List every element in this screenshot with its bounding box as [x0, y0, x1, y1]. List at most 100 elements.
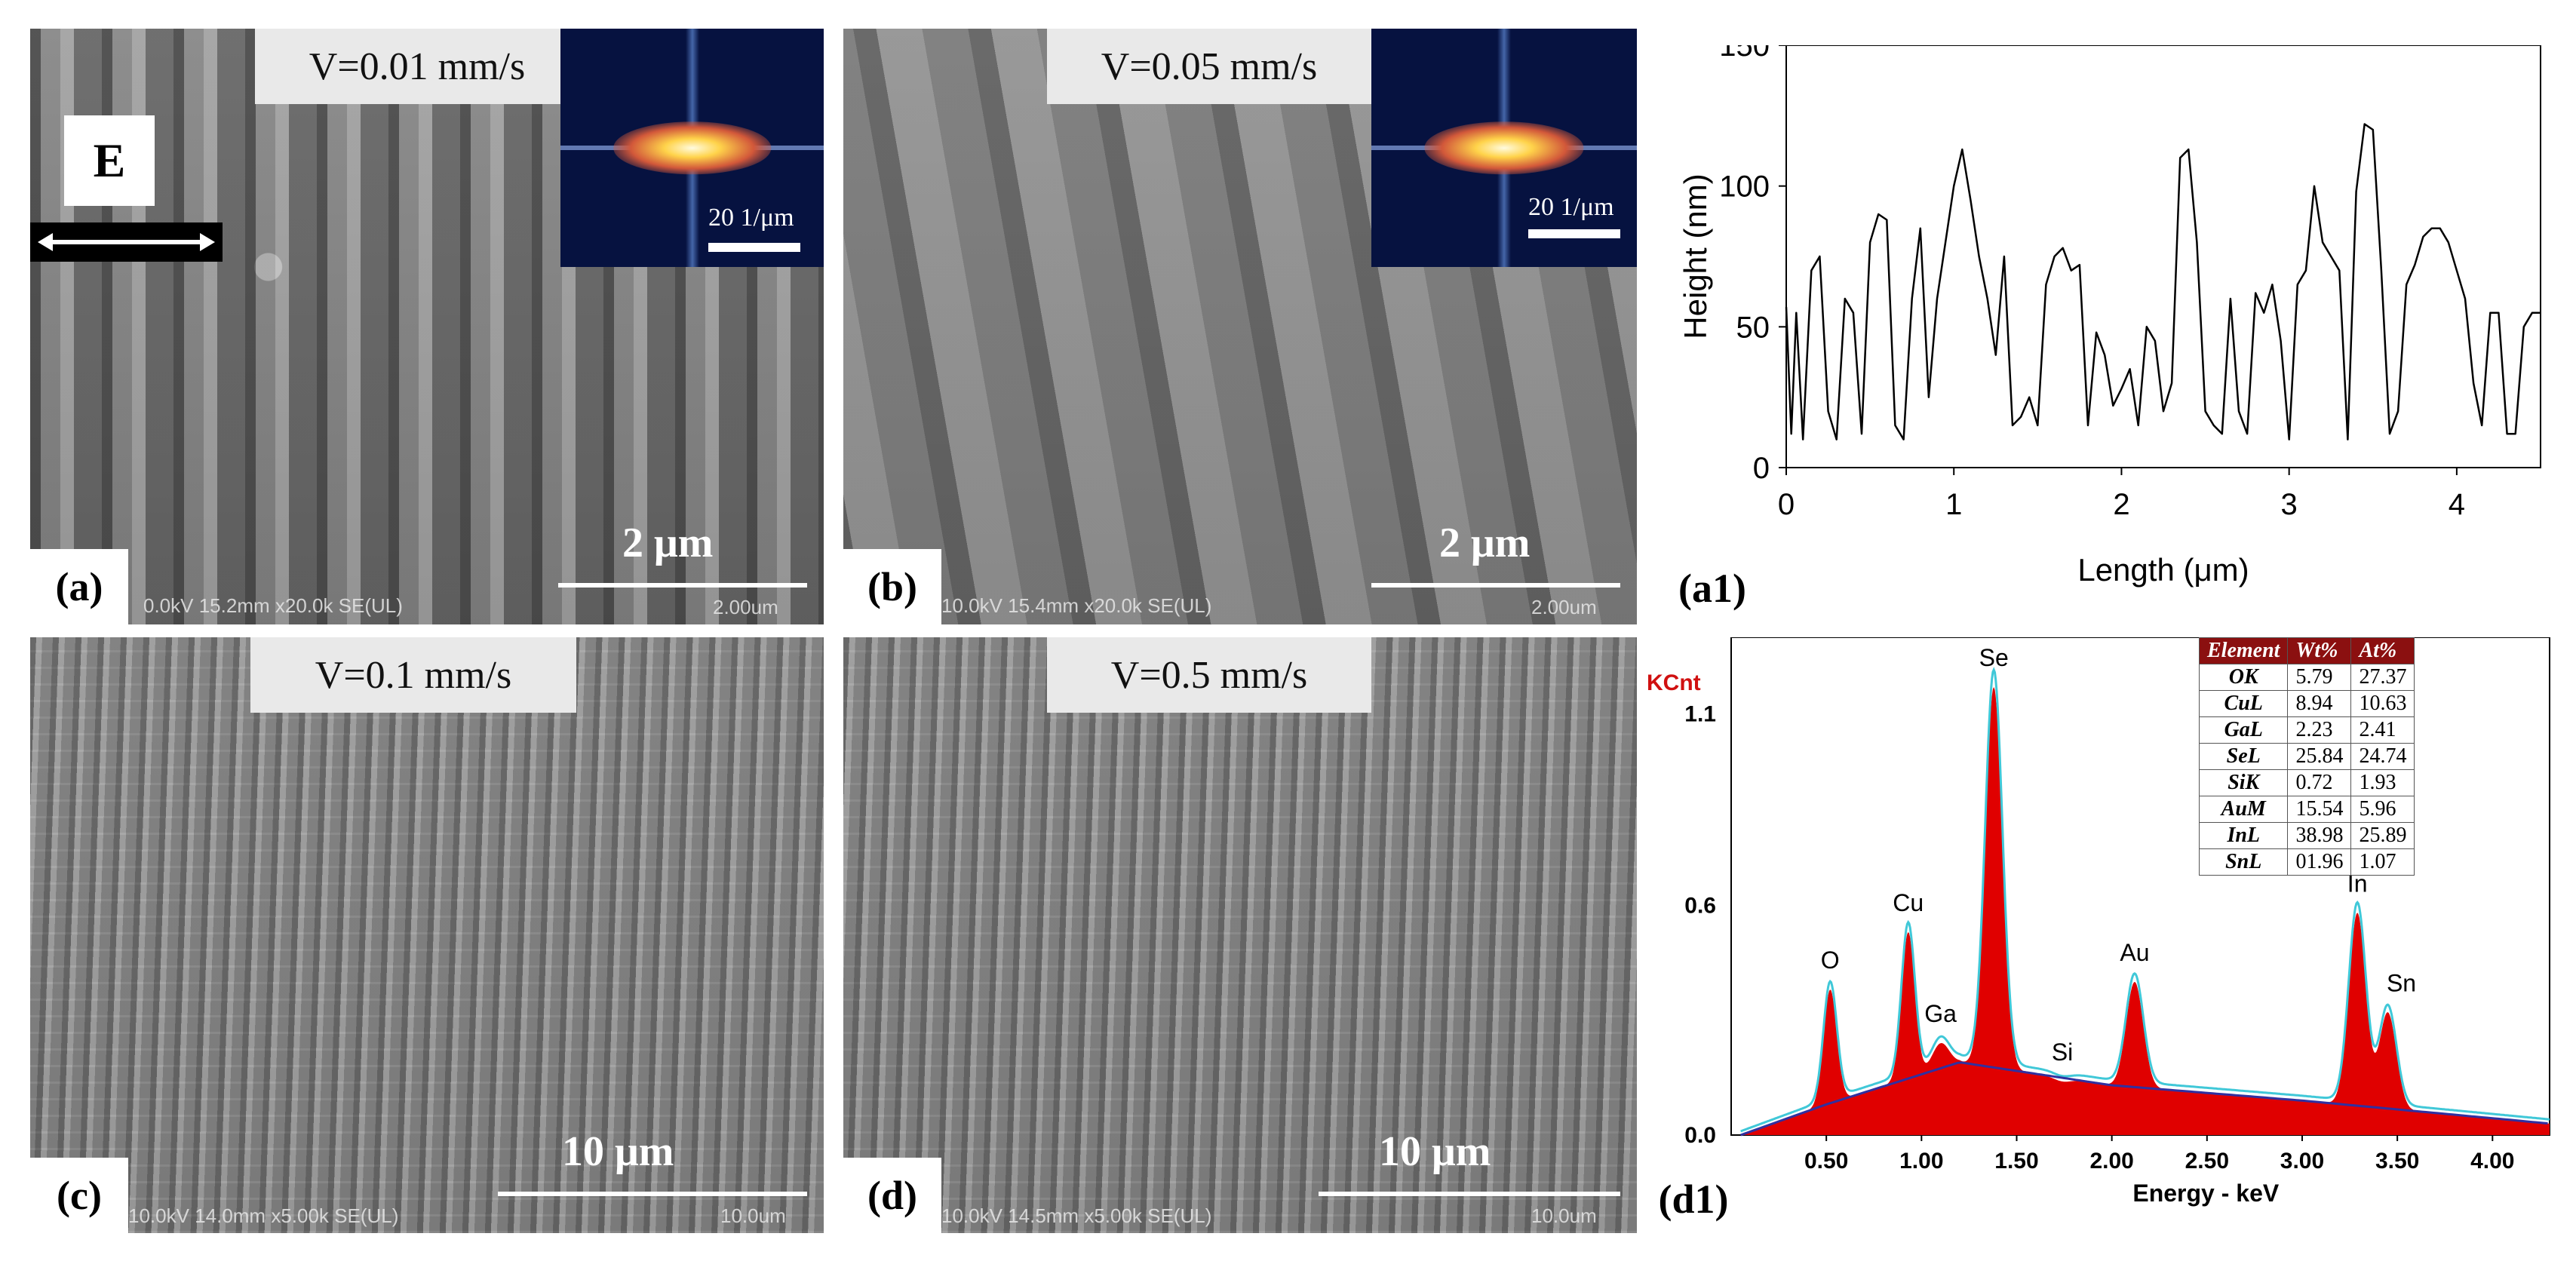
eds-header-at: At%: [2350, 637, 2415, 664]
eds-x-axis-title: Energy - keV: [2132, 1180, 2280, 1207]
velocity-label-c: V=0.1 mm/s: [250, 637, 576, 713]
table-row: SnL 01.96 1.07: [2198, 848, 2415, 876]
fft-scale-text-a: 20 1/μm: [708, 204, 794, 232]
fft-scale-text-b: 20 1/μm: [1528, 193, 1614, 221]
sem-info-d: 10.0kV 14.5mm x5.00k SE(UL): [941, 1204, 1212, 1227]
eds-at-cell: 10.63: [2350, 690, 2415, 717]
eds-element-cell: CuL: [2198, 690, 2289, 717]
eds-element-cell: SeL: [2198, 743, 2289, 770]
x-axis-title: Length (μm): [2077, 552, 2249, 588]
velocity-label-a: V=0.01 mm/s: [255, 29, 579, 104]
eds-element-cell: InL: [2198, 822, 2289, 849]
eds-at-cell: 2.41: [2350, 716, 2415, 744]
y-tick-label: 150: [1719, 45, 1770, 63]
sem-image-a: V=0.01 mm/s E 20 1/μm (a) 0.0kV 15.2mm x…: [30, 29, 824, 624]
eds-header-element: Element: [2198, 637, 2289, 664]
eds-at-cell: 27.37: [2350, 664, 2415, 691]
eds-wt-cell: 38.98: [2287, 822, 2352, 849]
table-row: InL 38.98 25.89: [2198, 822, 2415, 849]
velocity-label-b: V=0.05 mm/s: [1047, 29, 1371, 104]
table-row: SiK 0.72 1.93: [2198, 769, 2415, 796]
eds-wt-cell: 5.79: [2287, 664, 2352, 691]
direction-box-a: E: [30, 115, 223, 274]
table-row: CuL 8.94 10.63: [2198, 690, 2415, 717]
sem-info-scale-b: 2.00um: [1531, 596, 1597, 618]
eds-wt-cell: 25.84: [2287, 743, 2352, 770]
sem-image-b: V=0.05 mm/s 20 1/μm (b) 10.0kV 15.4mm x2…: [843, 29, 1637, 624]
panel-tag-d: (d): [843, 1158, 941, 1233]
direction-label: E: [64, 115, 155, 206]
panel-tag-b: (b): [843, 549, 941, 624]
eds-x-tick-label: 3.00: [2280, 1149, 2324, 1174]
eds-element-cell: SiK: [2198, 769, 2289, 796]
eds-x-tick-label: 2.50: [2185, 1149, 2229, 1174]
eds-chart: KCnt 0.0 0.6 1.1 0.50 1.00 1.50 2.00 2.50 3.00 3.5…: [1641, 637, 2561, 1233]
x-tick-label: 0: [1778, 488, 1795, 521]
eds-svg: KCnt 0.0 0.6 1.1 0.50 1.00 1.50 2.00 2.50 3.00 3.5…: [1647, 637, 2550, 1207]
eds-x-tick-label: 1.00: [1899, 1149, 1943, 1174]
sem-info-scale-d: 10.0um: [1531, 1204, 1597, 1227]
eds-x-tick-label: 2.00: [2089, 1149, 2133, 1174]
scale-text-d: 10 μm: [1379, 1128, 1491, 1175]
x-tick-label: 4: [2449, 488, 2465, 521]
y-tick-label: 50: [1736, 311, 1770, 344]
eds-peak-label: Au: [2120, 939, 2149, 966]
eds-at-cell: 24.74: [2350, 743, 2415, 770]
fft-scale-bar-a: [708, 243, 800, 252]
eds-baseline: [1740, 1061, 2548, 1137]
profile-chart: 0 50 100 150 0 1 2 3 4 Length (μm) Height (nm) (a1…: [1660, 29, 2557, 634]
sem-image-c: V=0.1 mm/s (c) 10.0kV 14.0mm x5.00k SE(U…: [30, 637, 824, 1233]
eds-y-axis-title: KCnt: [1647, 670, 1701, 695]
eds-element-cell: GaL: [2198, 716, 2289, 744]
y-axis-title: Height (nm): [1678, 173, 1713, 339]
velocity-label-d: V=0.5 mm/s: [1047, 637, 1371, 713]
eds-wt-cell: 15.54: [2287, 796, 2352, 823]
fft-inset-b: 20 1/μm: [1371, 29, 1637, 267]
eds-y-tick-label: 0.0: [1684, 1123, 1716, 1148]
eds-peak-label: Sn: [2387, 970, 2416, 997]
eds-wt-cell: 2.23: [2287, 716, 2352, 744]
eds-at-cell: 25.89: [2350, 822, 2415, 849]
eds-header-wt: Wt%: [2287, 637, 2352, 664]
x-tick-label: 3: [2281, 488, 2298, 521]
scale-text-b: 2 μm: [1439, 520, 1531, 566]
sem-info-a: 0.0kV 15.2mm x20.0k SE(UL): [143, 594, 403, 617]
table-row: GaL 2.23 2.41: [2198, 716, 2415, 744]
eds-peak-label: O: [1821, 947, 1840, 974]
eds-composition-table: Element Wt% At% OK 5.79 27.37 CuL 8.94 10.63 G…: [2198, 637, 2415, 876]
sem-info-b: 10.0kV 15.4mm x20.0k SE(UL): [941, 594, 1212, 617]
eds-x-tick-label: 0.50: [1804, 1149, 1848, 1174]
eds-at-cell: 5.96: [2350, 796, 2415, 823]
panel-tag-a: (a): [30, 549, 128, 624]
plot-frame: [1785, 44, 2541, 468]
fft-scale-bar-b: [1528, 229, 1620, 238]
scale-bar-d: [1319, 1192, 1620, 1196]
scale-bar-b: [1371, 583, 1620, 588]
direction-arrow-icon: [30, 222, 223, 262]
eds-wt-cell: 8.94: [2287, 690, 2352, 717]
panel-tag-d1: (d1): [1658, 1177, 1729, 1222]
eds-x-tick-label: 1.50: [1994, 1149, 2038, 1174]
eds-fit-line: [1740, 667, 2550, 1133]
eds-wt-cell: 01.96: [2287, 848, 2352, 876]
eds-element-cell: AuM: [2198, 796, 2289, 823]
eds-peak-label: Se: [1979, 644, 2009, 671]
panel-tag-a1: (a1): [1678, 566, 1746, 611]
eds-y-tick-label: 1.1: [1684, 702, 1716, 727]
scale-text-c: 10 μm: [562, 1128, 674, 1175]
panel-tag-c: (c): [30, 1158, 128, 1233]
profile-line: [1785, 123, 2541, 440]
eds-x-tick-label: 4.00: [2470, 1149, 2514, 1174]
scale-bar-c: [498, 1192, 807, 1196]
eds-table-header: Element Wt% At%: [2198, 637, 2415, 664]
sem-info-c: 10.0kV 14.0mm x5.00k SE(UL): [128, 1204, 399, 1227]
y-tick-label: 100: [1719, 170, 1770, 204]
y-tick-label: 0: [1753, 452, 1770, 485]
eds-peak-label: Si: [2052, 1039, 2073, 1066]
scale-text-a: 2 μm: [622, 520, 714, 566]
table-row: SeL 25.84 24.74: [2198, 743, 2415, 770]
scale-bar-a: [558, 583, 807, 588]
x-tick-label: 2: [2113, 488, 2129, 521]
eds-x-tick-label: 3.50: [2375, 1149, 2419, 1174]
sem-info-scale-a: 2.00um: [713, 596, 778, 618]
